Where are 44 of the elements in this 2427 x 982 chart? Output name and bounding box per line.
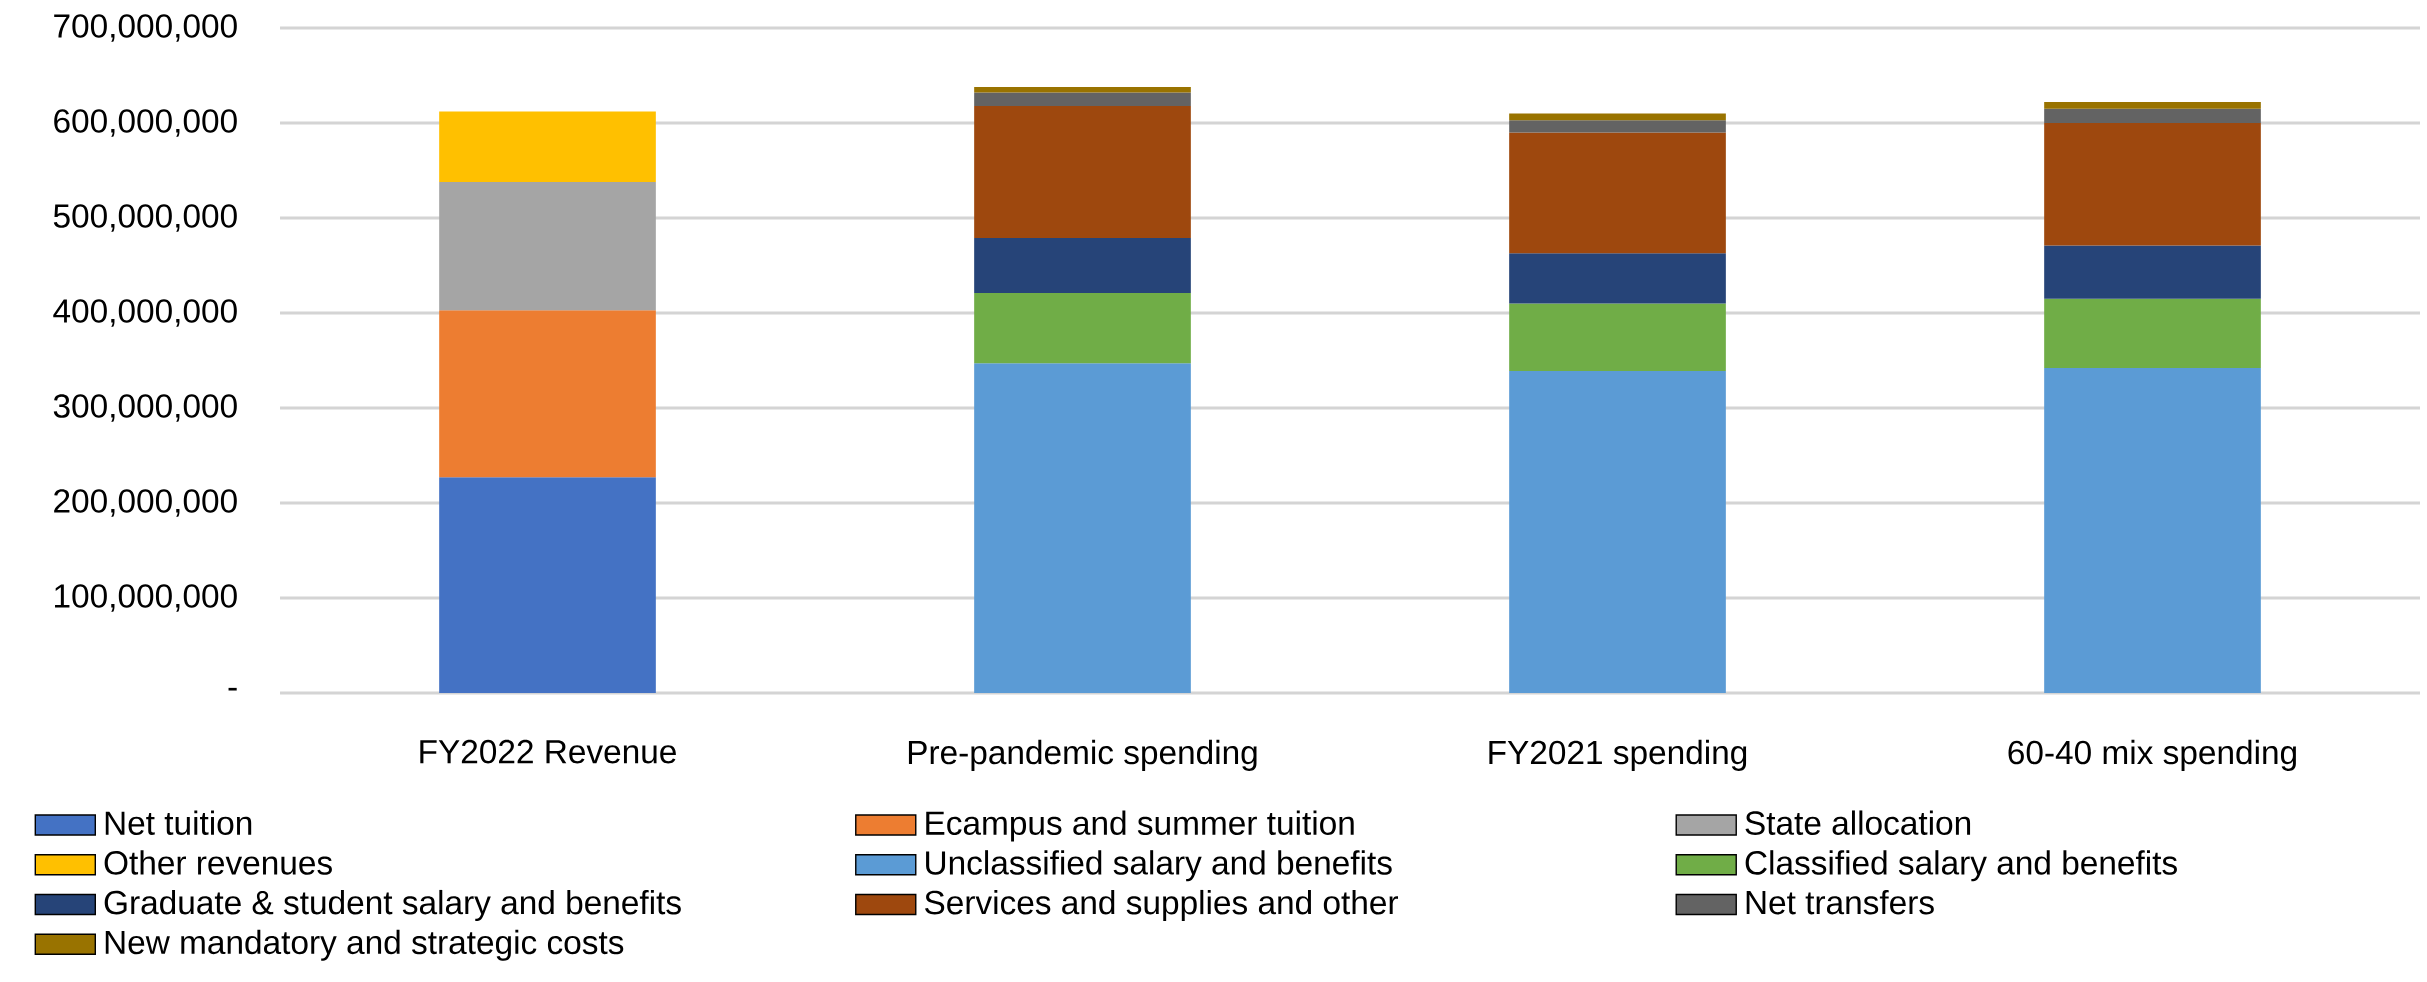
y-tick-label: 600,000,000 <box>54 109 237 137</box>
bar <box>439 310 656 478</box>
legend-label: State allocation <box>1745 810 1971 835</box>
bar <box>1509 120 1726 133</box>
bar <box>974 86 1191 93</box>
bar <box>974 92 1191 106</box>
bar <box>974 363 1191 693</box>
bar <box>1509 303 1726 371</box>
y-tick-label: 400,000,000 <box>53 299 237 327</box>
bar <box>2044 123 2261 246</box>
legend-label: Graduate & student salary and benefits <box>104 889 681 922</box>
legend-label: Classified salary and benefits <box>1745 850 2177 882</box>
y-tick-label: 100,000,000 <box>55 584 237 612</box>
bar <box>2044 102 2261 109</box>
legend-label: Ecampus and summer tuition <box>926 810 1354 842</box>
legend-label: Net tuition <box>105 810 252 835</box>
y-tick-label: 500,000,000 <box>53 204 237 232</box>
legend-label: Services and supplies and other <box>925 889 1399 922</box>
bar <box>974 293 1191 364</box>
bar <box>1509 253 1726 304</box>
bar <box>439 181 656 311</box>
bar <box>974 105 1191 238</box>
legend-label: Unclassified salary and benefits <box>926 850 1392 882</box>
y-tick-label: 200,000,000 <box>54 489 237 517</box>
bar <box>1509 113 1726 121</box>
x-tick-label: Pre-pandemic spending <box>908 739 1257 771</box>
bar <box>2044 245 2261 299</box>
legend-label: Other revenues <box>104 850 332 875</box>
x-tick-label: FY2022 Revenue <box>420 739 676 764</box>
bar <box>1509 132 1726 254</box>
bar <box>439 111 656 182</box>
x-tick-label: 60-40 mix spending <box>2008 739 2296 771</box>
x-tick-label: FY2021 spending <box>1489 739 1747 771</box>
legend-label: New mandatory and strategic costs <box>105 929 624 961</box>
y-tick-label: - <box>228 687 237 691</box>
y-tick-label: 700,000,000 <box>54 14 237 42</box>
bar <box>2044 298 2261 369</box>
bar <box>1509 370 1726 693</box>
legend-label: Net transfers <box>1746 889 1934 915</box>
y-tick-label: 300,000,000 <box>53 394 237 422</box>
bar <box>974 237 1191 294</box>
bar <box>439 477 656 693</box>
bar <box>2044 368 2261 693</box>
bar <box>2044 108 2261 123</box>
